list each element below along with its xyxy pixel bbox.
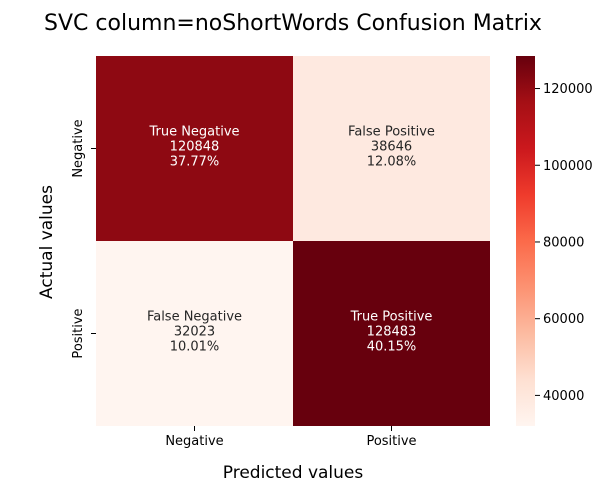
- heatmap-cells: [96, 56, 490, 426]
- cell-label-text: False Positive: [348, 125, 435, 140]
- y-axis-ticks: Negative Positive: [71, 119, 96, 358]
- y-tick-label: Negative: [71, 119, 86, 177]
- x-tick-label: Negative: [165, 434, 223, 449]
- colorbar-tick-label: 40000: [543, 389, 584, 404]
- cell-percent-text: 37.77%: [170, 155, 220, 170]
- cell-percent-text: 40.15%: [367, 340, 417, 355]
- cell-count-text: 128483: [367, 325, 417, 340]
- chart-title: SVC column=noShortWords Confusion Matrix: [44, 11, 542, 36]
- colorbar-tick-label: 120000: [543, 82, 593, 97]
- y-axis-label: Actual values: [37, 185, 57, 299]
- x-axis-label: Predicted values: [223, 463, 364, 483]
- x-axis-ticks: Negative Positive: [165, 426, 416, 449]
- colorbar-tick-label: 60000: [543, 312, 584, 327]
- cell-count-text: 38646: [371, 140, 412, 155]
- cell-percent-text: 10.01%: [170, 340, 220, 355]
- colorbar: [516, 56, 535, 426]
- colorbar-tick-label: 80000: [543, 235, 584, 250]
- cell-label-text: False Negative: [147, 310, 242, 325]
- cell-count-text: 120848: [170, 140, 220, 155]
- cell-percent-text: 12.08%: [367, 155, 417, 170]
- x-tick-label: Positive: [366, 434, 416, 449]
- cell-label-text: True Negative: [148, 125, 239, 140]
- colorbar-ticks: 120000 100000 80000 60000 40000: [535, 82, 593, 404]
- y-tick-label: Positive: [71, 308, 86, 358]
- cell-count-text: 32023: [174, 325, 215, 340]
- cell-label-text: True Positive: [350, 310, 433, 325]
- colorbar-tick-label: 100000: [543, 159, 593, 174]
